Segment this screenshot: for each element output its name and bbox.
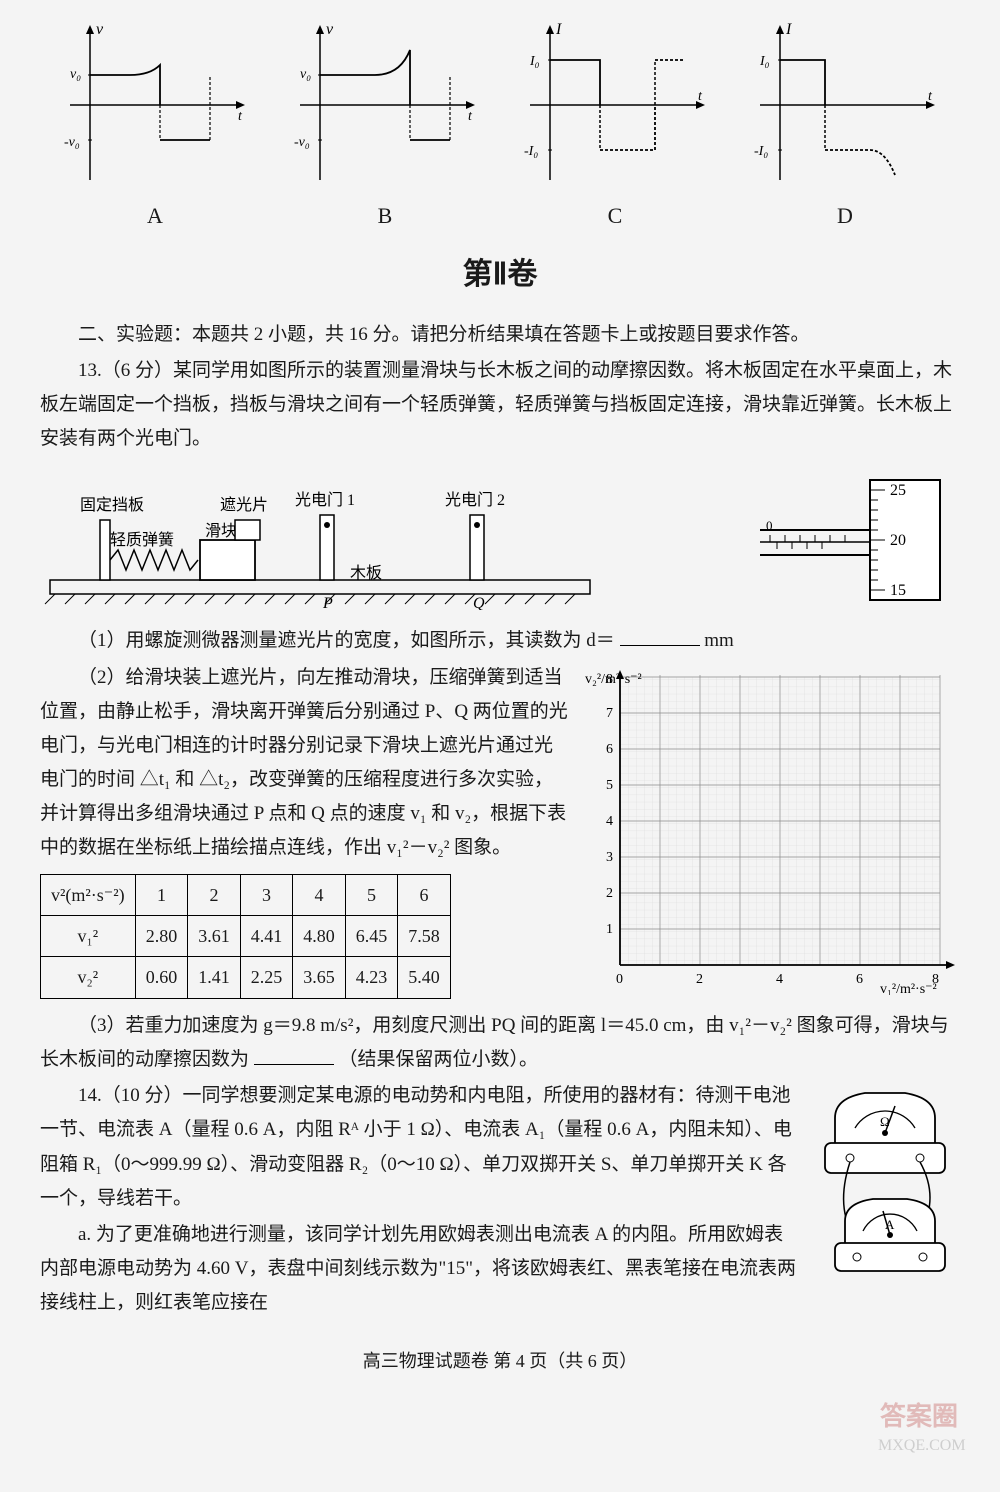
svg-text:光电门 1: 光电门 1 — [295, 491, 355, 509]
graph-D: I I₀ -I₀ t D — [750, 20, 940, 236]
svg-text:4: 4 — [776, 972, 783, 987]
graph-D-svg: I I₀ -I₀ t — [750, 20, 940, 190]
th-4: 4 — [293, 874, 346, 915]
q14-wrap: Ω A 14.（10 分）一同学想要测定某电源的电动势和内电阻，所使用的器材有：… — [40, 1079, 960, 1320]
svg-text:v₁²/m²·s⁻²: v₁²/m²·s⁻² — [880, 982, 937, 995]
v0-label: v₀ — [70, 67, 81, 82]
svg-text:Ω: Ω — [880, 1114, 890, 1129]
graph-C: I I₀ -I₀ t C — [520, 20, 710, 236]
graph-B-svg: v v₀ -v₀ t — [290, 20, 480, 190]
q13-part3: （3）若重力加速度为 g＝9.8 m/s²，用刻度尺测出 PQ 间的距离 l＝4… — [40, 1009, 960, 1077]
svg-text:6: 6 — [856, 972, 863, 987]
svg-text:t: t — [928, 89, 933, 104]
neg-v0-label: -v₀ — [64, 135, 80, 150]
table-row-v1: v₁² 2.80 3.61 4.41 4.80 6.45 7.58 — [41, 916, 451, 957]
watermark-corner: 答案圈 MXQE.COM — [870, 1390, 990, 1482]
svg-text:-I₀: -I₀ — [524, 144, 538, 159]
table-header-row: v²(m²·s⁻²) 1 2 3 4 5 6 — [41, 874, 451, 915]
svg-text:A: A — [885, 1217, 895, 1232]
svg-text:v₀: v₀ — [300, 67, 311, 82]
axis-y-label: v — [96, 21, 104, 38]
apparatus-diagram: 木板 固定挡板 轻质弹簧 滑块 遮光片 光电门 1 P 光电门 2 Q — [40, 470, 600, 610]
svg-text:固定挡板: 固定挡板 — [80, 496, 144, 514]
graph-A: v v₀ -v₀ t A — [60, 20, 250, 236]
svg-text:v₂²/m²·s⁻²: v₂²/m²·s⁻² — [585, 672, 642, 687]
label-B: B — [378, 196, 393, 236]
svg-text:I: I — [555, 21, 562, 38]
svg-text:滑块: 滑块 — [205, 522, 237, 540]
svg-text:P: P — [322, 595, 333, 610]
th-3: 3 — [240, 874, 293, 915]
svg-text:7: 7 — [606, 706, 613, 721]
svg-text:-v₀: -v₀ — [294, 135, 310, 150]
th-0: v²(m²·s⁻²) — [41, 874, 136, 915]
svg-text:0: 0 — [616, 972, 623, 987]
svg-text:I₀: I₀ — [759, 54, 770, 69]
choice-graphs-row: v v₀ -v₀ t A v v₀ -v₀ t — [40, 20, 960, 236]
coord-grid: 1 2 3 4 5 6 7 8 0 2 4 6 8 v₂²/m²·s⁻² v₁²… — [580, 665, 960, 995]
svg-text:4: 4 — [606, 814, 613, 829]
svg-text:15: 15 — [890, 582, 906, 599]
label-D: D — [837, 196, 853, 236]
graph-A-svg: v v₀ -v₀ t — [60, 20, 250, 190]
svg-text:5: 5 — [606, 778, 613, 793]
svg-text:2: 2 — [606, 886, 613, 901]
q13-part1-text: （1）用螺旋测微器测量遮光片的宽度，如图所示，其读数为 d＝ — [78, 630, 615, 651]
svg-text:I: I — [785, 21, 792, 38]
label-A: A — [147, 196, 163, 236]
svg-text:6: 6 — [606, 742, 613, 757]
svg-text:答案圈: 答案圈 — [880, 1401, 958, 1431]
q13-part2-wrap: 1 2 3 4 5 6 7 8 0 2 4 6 8 v₂²/m²·s⁻² v₁²… — [40, 661, 960, 1007]
svg-text:I₀: I₀ — [529, 54, 540, 69]
svg-text:0: 0 — [766, 518, 773, 533]
svg-text:MXQE.COM: MXQE.COM — [878, 1437, 966, 1454]
graph-B: v v₀ -v₀ t B — [290, 20, 480, 236]
svg-text:t: t — [698, 89, 703, 104]
blank-mu — [254, 1046, 334, 1065]
svg-text:t: t — [468, 109, 473, 124]
svg-text:1: 1 — [606, 922, 613, 937]
table-row-v2: v₂² 0.60 1.41 2.25 3.65 4.23 5.40 — [41, 957, 451, 998]
svg-text:光电门 2: 光电门 2 — [445, 491, 505, 509]
instructions: 二、实验题：本题共 2 小题，共 16 分。请把分析结果填在答题卡上或按题目要求… — [40, 318, 960, 352]
svg-text:轻质弹簧: 轻质弹簧 — [110, 530, 174, 549]
svg-text:Q: Q — [473, 595, 485, 610]
svg-text:3: 3 — [606, 850, 613, 865]
section-2-title: 第Ⅱ卷 — [40, 248, 960, 302]
svg-text:遮光片: 遮光片 — [220, 496, 268, 514]
q13-stem: 13.（6 分）某同学用如图所示的装置测量滑块与长木板之间的动摩擦因数。将木板固… — [40, 354, 960, 457]
svg-text:25: 25 — [890, 482, 906, 499]
page-footer: 高三物理试题卷 第 4 页（共 6 页） — [40, 1345, 960, 1377]
micrometer-diagram: 0 25 20 15 — [760, 475, 960, 605]
q13-part1: （1）用螺旋测微器测量遮光片的宽度，如图所示，其读数为 d＝ mm — [40, 624, 960, 658]
q13-figure-row: 木板 固定挡板 轻质弹簧 滑块 遮光片 光电门 1 P 光电门 2 Q — [40, 470, 960, 610]
svg-text:20: 20 — [890, 532, 906, 549]
q13-part1-unit: mm — [704, 630, 734, 651]
svg-text:2: 2 — [696, 972, 703, 987]
th-1: 1 — [135, 874, 188, 915]
svg-text:木板: 木板 — [350, 564, 382, 582]
q13-data-table: v²(m²·s⁻²) 1 2 3 4 5 6 v₁² 2.80 3.61 4.4… — [40, 874, 451, 999]
blank-d — [620, 627, 700, 646]
th-2: 2 — [188, 874, 241, 915]
meters-diagram: Ω A — [810, 1083, 960, 1283]
t-label: t — [238, 109, 243, 124]
label-C: C — [608, 196, 623, 236]
th-5: 5 — [345, 874, 398, 915]
svg-text:v: v — [326, 21, 334, 38]
th-6: 6 — [398, 874, 451, 915]
graph-C-svg: I I₀ -I₀ t — [520, 20, 710, 190]
svg-text:-I₀: -I₀ — [754, 144, 768, 159]
q13-part3b: （结果保留两位小数）。 — [339, 1049, 539, 1070]
